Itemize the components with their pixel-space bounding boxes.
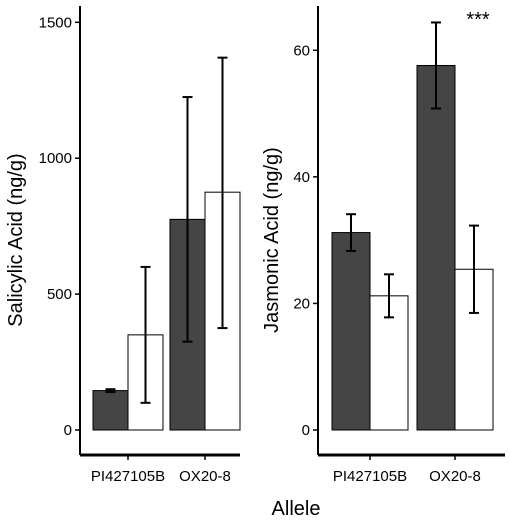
y-tick-label: 1500 xyxy=(39,14,72,31)
y-tick-label: 40 xyxy=(293,169,310,186)
bar-OX20-8-dark xyxy=(416,64,456,431)
y-axis-title: Salicylic Acid (ng/g) xyxy=(5,153,27,326)
x-tick-label: OX20-8 xyxy=(179,468,231,485)
jasmonic-acid-chart: 0 20 40 60 Jasmonic Acid (ng/g) PI427105B OX20… xyxy=(261,6,505,485)
y-tick-label: 500 xyxy=(47,286,72,303)
y-tick-label: 0 xyxy=(64,422,72,439)
y-axis-title: Jasmonic Acid (ng/g) xyxy=(261,147,283,333)
bar-PI427105B-dark xyxy=(92,390,129,431)
x-axis-title: Allele xyxy=(272,498,321,520)
salicylic-acid-chart: 0 500 1000 1500 Salicylic Acid (ng/g) PI42710… xyxy=(5,6,241,485)
significance-annotation: *** xyxy=(466,9,490,31)
x-tick-label: OX20-8 xyxy=(429,468,481,485)
x-tick-label: PI427105B xyxy=(333,468,407,485)
y-tick-label: 1000 xyxy=(39,150,72,167)
y-tick-label: 0 xyxy=(302,422,310,439)
x-tick-label: PI427105B xyxy=(91,468,165,485)
y-tick-label: 60 xyxy=(293,42,310,59)
y-tick-label: 20 xyxy=(293,295,310,312)
bar-PI427105B-dark xyxy=(331,232,371,431)
